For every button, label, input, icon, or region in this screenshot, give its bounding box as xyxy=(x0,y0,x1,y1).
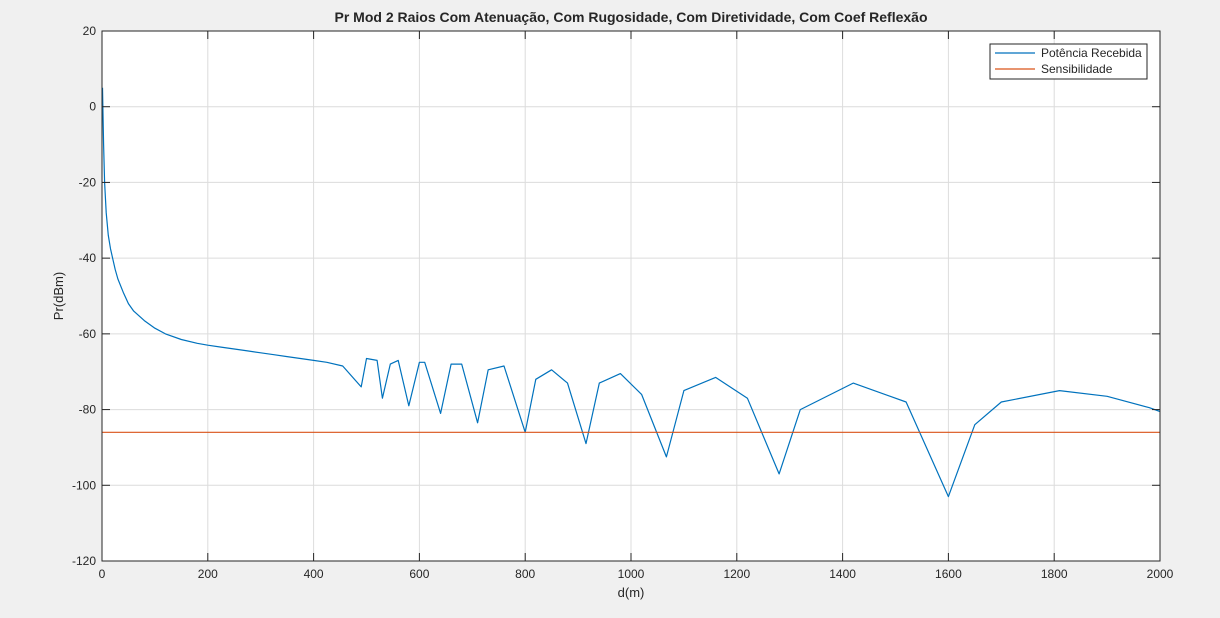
x-tick-label: 1600 xyxy=(935,567,962,581)
x-axis-label: d(m) xyxy=(618,585,645,600)
x-tick-label: 1800 xyxy=(1041,567,1068,581)
y-tick-label: -20 xyxy=(79,175,97,189)
y-tick-label: -40 xyxy=(79,251,97,265)
y-tick-label: 0 xyxy=(89,100,96,114)
legend-box xyxy=(989,43,1148,80)
x-tick-label: 1000 xyxy=(618,567,645,581)
y-tick-label: -100 xyxy=(72,478,96,492)
legend-label-potencia: Potência Recebida xyxy=(1041,46,1142,60)
y-tick-label: -60 xyxy=(79,327,97,341)
y-tick-label: -120 xyxy=(72,554,96,568)
y-tick-label: 20 xyxy=(83,24,97,38)
legend-label-sensibilidade: Sensibilidade xyxy=(1041,62,1113,76)
x-tick-label: 2000 xyxy=(1147,567,1174,581)
x-tick-label: 200 xyxy=(198,567,218,581)
y-axis-label: Pr(dBm) xyxy=(51,272,66,320)
series-line-potencia-recebida xyxy=(101,87,1161,498)
chart-title: Pr Mod 2 Raios Com Atenuação, Com Rugosi… xyxy=(334,9,927,25)
legend[interactable]: Potência Recebida Sensibilidade xyxy=(989,43,1148,80)
x-tick-label: 800 xyxy=(515,567,535,581)
y-tick-label: -80 xyxy=(79,403,97,417)
x-tick-label: 0 xyxy=(99,567,106,581)
x-tick-label: 1200 xyxy=(723,567,750,581)
axis-ticks: 0 200 400 600 800 1000 1200 1400 1600 1800 2000-12… xyxy=(72,24,1174,581)
x-tick-label: 400 xyxy=(304,567,324,581)
x-tick-label: 1400 xyxy=(829,567,856,581)
series-layer xyxy=(101,87,1161,498)
x-tick-label: 600 xyxy=(409,567,429,581)
